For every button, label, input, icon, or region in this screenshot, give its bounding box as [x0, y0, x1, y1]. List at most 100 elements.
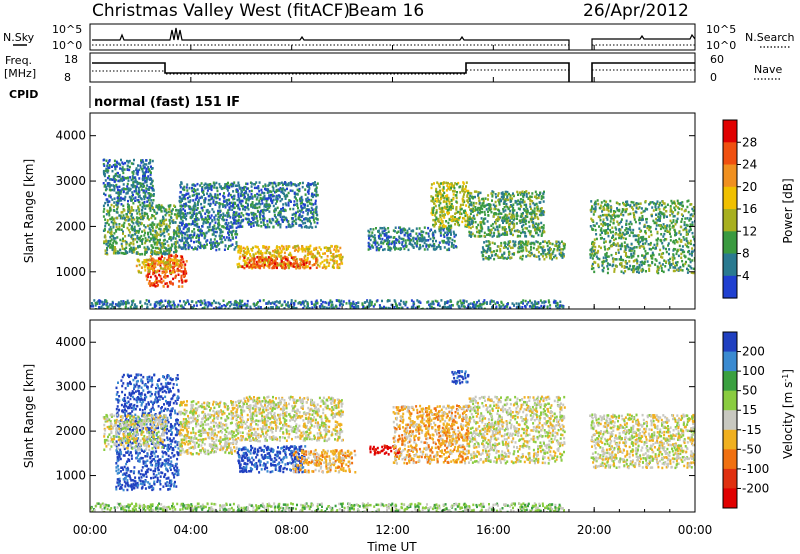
data-cell: [299, 199, 302, 202]
data-cell: [509, 194, 512, 197]
data-cell: [138, 227, 141, 231]
data-cell: [557, 244, 560, 247]
data-cell: [455, 208, 458, 211]
data-cell: [388, 246, 391, 250]
data-cell: [280, 218, 283, 221]
data-cell: [673, 269, 676, 273]
data-cell: [250, 185, 253, 188]
data-cell: [319, 262, 322, 265]
data-cell: [245, 261, 248, 265]
data-cell: [123, 209, 126, 212]
data-cell: [262, 212, 265, 215]
data-cell: [285, 245, 288, 248]
data-cell: [434, 214, 437, 217]
data-cell: [538, 226, 541, 230]
data-cell: [162, 229, 165, 232]
data-cell: [109, 217, 112, 221]
data-cell: [500, 199, 502, 203]
data-cell: [261, 257, 263, 260]
data-cell: [446, 205, 449, 208]
data-cell: [141, 212, 144, 215]
nsearch-label: N.Search: [745, 31, 795, 44]
data-cell: [300, 205, 303, 208]
data-cell: [439, 210, 442, 214]
data-cell: [146, 200, 149, 203]
data-cell: [532, 210, 535, 214]
data-cell: [479, 191, 482, 195]
data-cell: [491, 222, 494, 226]
data-cell: [227, 194, 230, 197]
data-cell: [467, 197, 470, 200]
data-cell: [151, 206, 154, 209]
data-cell: [288, 224, 291, 227]
data-cell: [117, 227, 119, 231]
data-cell: [453, 190, 456, 193]
data-cell: [222, 225, 225, 228]
data-cell: [211, 242, 214, 245]
data-cell: [180, 274, 183, 278]
data-cell: [200, 215, 203, 218]
data-cell: [670, 221, 673, 225]
data-cell: [420, 230, 423, 233]
data-cell: [502, 257, 505, 260]
data-cell: [240, 199, 243, 203]
data-cell: [182, 208, 185, 211]
data-cell: [488, 242, 491, 246]
data-cell: [416, 235, 419, 238]
data-cell: [176, 262, 179, 265]
data-cell: [133, 228, 136, 231]
data-cell: [601, 260, 604, 264]
data-cell: [313, 263, 316, 266]
data-cell: [121, 166, 124, 169]
data-cell: [118, 173, 121, 177]
data-cell: [251, 246, 254, 249]
data-cell: [238, 197, 241, 200]
data-cell: [436, 181, 439, 184]
data-cell: [271, 266, 274, 270]
data-cell: [531, 242, 534, 245]
data-cell: [138, 213, 141, 216]
data-cell: [164, 267, 167, 271]
data-cell: [452, 193, 455, 196]
data-cell: [450, 203, 453, 206]
data-cell: [500, 233, 503, 236]
data-cell: [474, 195, 476, 199]
data-cell: [469, 203, 472, 206]
data-cell: [524, 246, 527, 249]
data-cell: [625, 204, 628, 207]
data-cell: [218, 227, 221, 231]
data-cell: [523, 203, 526, 207]
data-cell: [638, 266, 641, 269]
data-cell: [204, 197, 207, 201]
data-cell: [280, 244, 283, 248]
data-cell: [122, 237, 124, 240]
data-cell: [193, 228, 196, 231]
data-cell: [446, 236, 449, 240]
data-cell: [456, 217, 458, 221]
data-cell: [185, 260, 188, 263]
data-cell: [148, 186, 151, 189]
data-cell: [144, 259, 147, 262]
data-cell: [246, 221, 249, 224]
data-cell: [247, 208, 250, 211]
data-cell: [493, 231, 496, 235]
data-cell: [379, 226, 382, 230]
data-cell: [303, 256, 306, 260]
data-cell: [506, 190, 509, 194]
data-cell: [156, 206, 159, 209]
data-cell: [204, 246, 207, 249]
data-cell: [494, 222, 497, 225]
data-cell: [275, 261, 278, 265]
data-cell: [120, 242, 123, 246]
data-cell: [218, 202, 221, 205]
data-cell: [262, 215, 265, 218]
data-cell: [258, 181, 261, 184]
data-cell: [286, 257, 289, 260]
data-cell: [455, 206, 458, 209]
data-cell: [122, 171, 125, 175]
data-cell: [294, 183, 296, 186]
data-cell: [315, 246, 318, 250]
data-cell: [431, 200, 434, 203]
data-cell: [604, 223, 607, 227]
data-cell: [288, 265, 291, 268]
